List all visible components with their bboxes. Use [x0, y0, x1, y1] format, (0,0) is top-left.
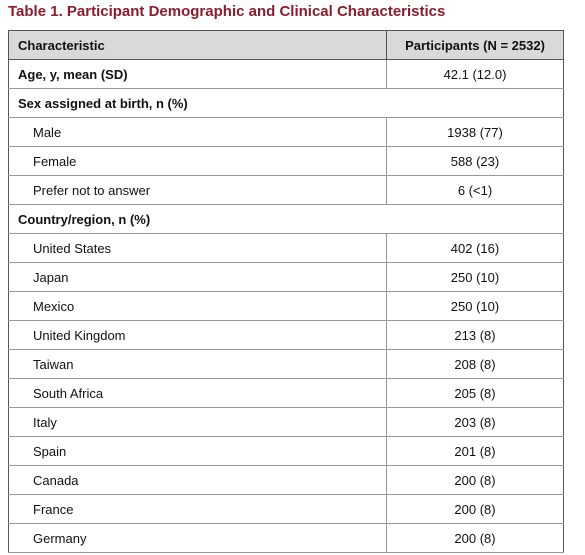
row-value: 200 (8) [386, 523, 564, 553]
row-label: Italy [8, 407, 387, 437]
table-row: Age, y, mean (SD) 42.1 (12.0) [8, 59, 564, 89]
row-value: 1938 (77) [386, 117, 564, 147]
table-row: Italy 203 (8) [8, 407, 564, 437]
section-label: Country/region, n (%) [8, 204, 564, 234]
header-cell: Participants (N = 2532) [386, 30, 564, 60]
row-value: 200 (8) [386, 494, 564, 524]
table-row: Sex assigned at birth, n (%) [8, 88, 564, 118]
row-value: 213 (8) [386, 320, 564, 350]
row-label: Mexico [8, 291, 387, 321]
row-value: 588 (23) [386, 146, 564, 176]
row-label: Spain [8, 436, 387, 466]
row-value: 402 (16) [386, 233, 564, 263]
row-label: Germany [8, 523, 387, 553]
row-label: United States [8, 233, 387, 263]
table: Characteristic Participants (N = 2532) A… [8, 30, 564, 553]
table-row: Mexico 250 (10) [8, 291, 564, 321]
row-value: 200 (8) [386, 465, 564, 495]
row-value: 250 (10) [386, 291, 564, 321]
table-row: Spain 201 (8) [8, 436, 564, 466]
row-label: France [8, 494, 387, 524]
row-value: 201 (8) [386, 436, 564, 466]
table-row: France 200 (8) [8, 494, 564, 524]
table-body: Age, y, mean (SD) 42.1 (12.0) Sex assigned… [8, 59, 564, 553]
row-value: 250 (10) [386, 262, 564, 292]
table-title: Table 1. Participant Demographic and Cli… [8, 3, 446, 20]
header-row: Characteristic Participants (N = 2532) [8, 30, 564, 60]
row-label: Japan [8, 262, 387, 292]
table-row: Germany 200 (8) [8, 523, 564, 553]
row-label: Prefer not to answer [8, 175, 387, 205]
row-label: Age, y, mean (SD) [8, 59, 387, 89]
table-row: Prefer not to answer 6 (<1) [8, 175, 564, 205]
table-row: Female 588 (23) [8, 146, 564, 176]
row-value: 205 (8) [386, 378, 564, 408]
table-row: United States 402 (16) [8, 233, 564, 263]
row-value: 6 (<1) [386, 175, 564, 205]
table-row: Taiwan 208 (8) [8, 349, 564, 379]
row-label: Canada [8, 465, 387, 495]
row-label: Female [8, 146, 387, 176]
row-label: United Kingdom [8, 320, 387, 350]
row-value: 208 (8) [386, 349, 564, 379]
row-value: 42.1 (12.0) [386, 59, 564, 89]
table-row: Japan 250 (10) [8, 262, 564, 292]
table-row: United Kingdom 213 (8) [8, 320, 564, 350]
row-value: 203 (8) [386, 407, 564, 437]
row-label: South Africa [8, 378, 387, 408]
header-cell: Characteristic [8, 30, 387, 60]
table-row: South Africa 205 (8) [8, 378, 564, 408]
table-row: Male 1938 (77) [8, 117, 564, 147]
row-label: Male [8, 117, 387, 147]
row-label: Taiwan [8, 349, 387, 379]
table-row: Country/region, n (%) [8, 204, 564, 234]
section-label: Sex assigned at birth, n (%) [8, 88, 564, 118]
table-row: Canada 200 (8) [8, 465, 564, 495]
